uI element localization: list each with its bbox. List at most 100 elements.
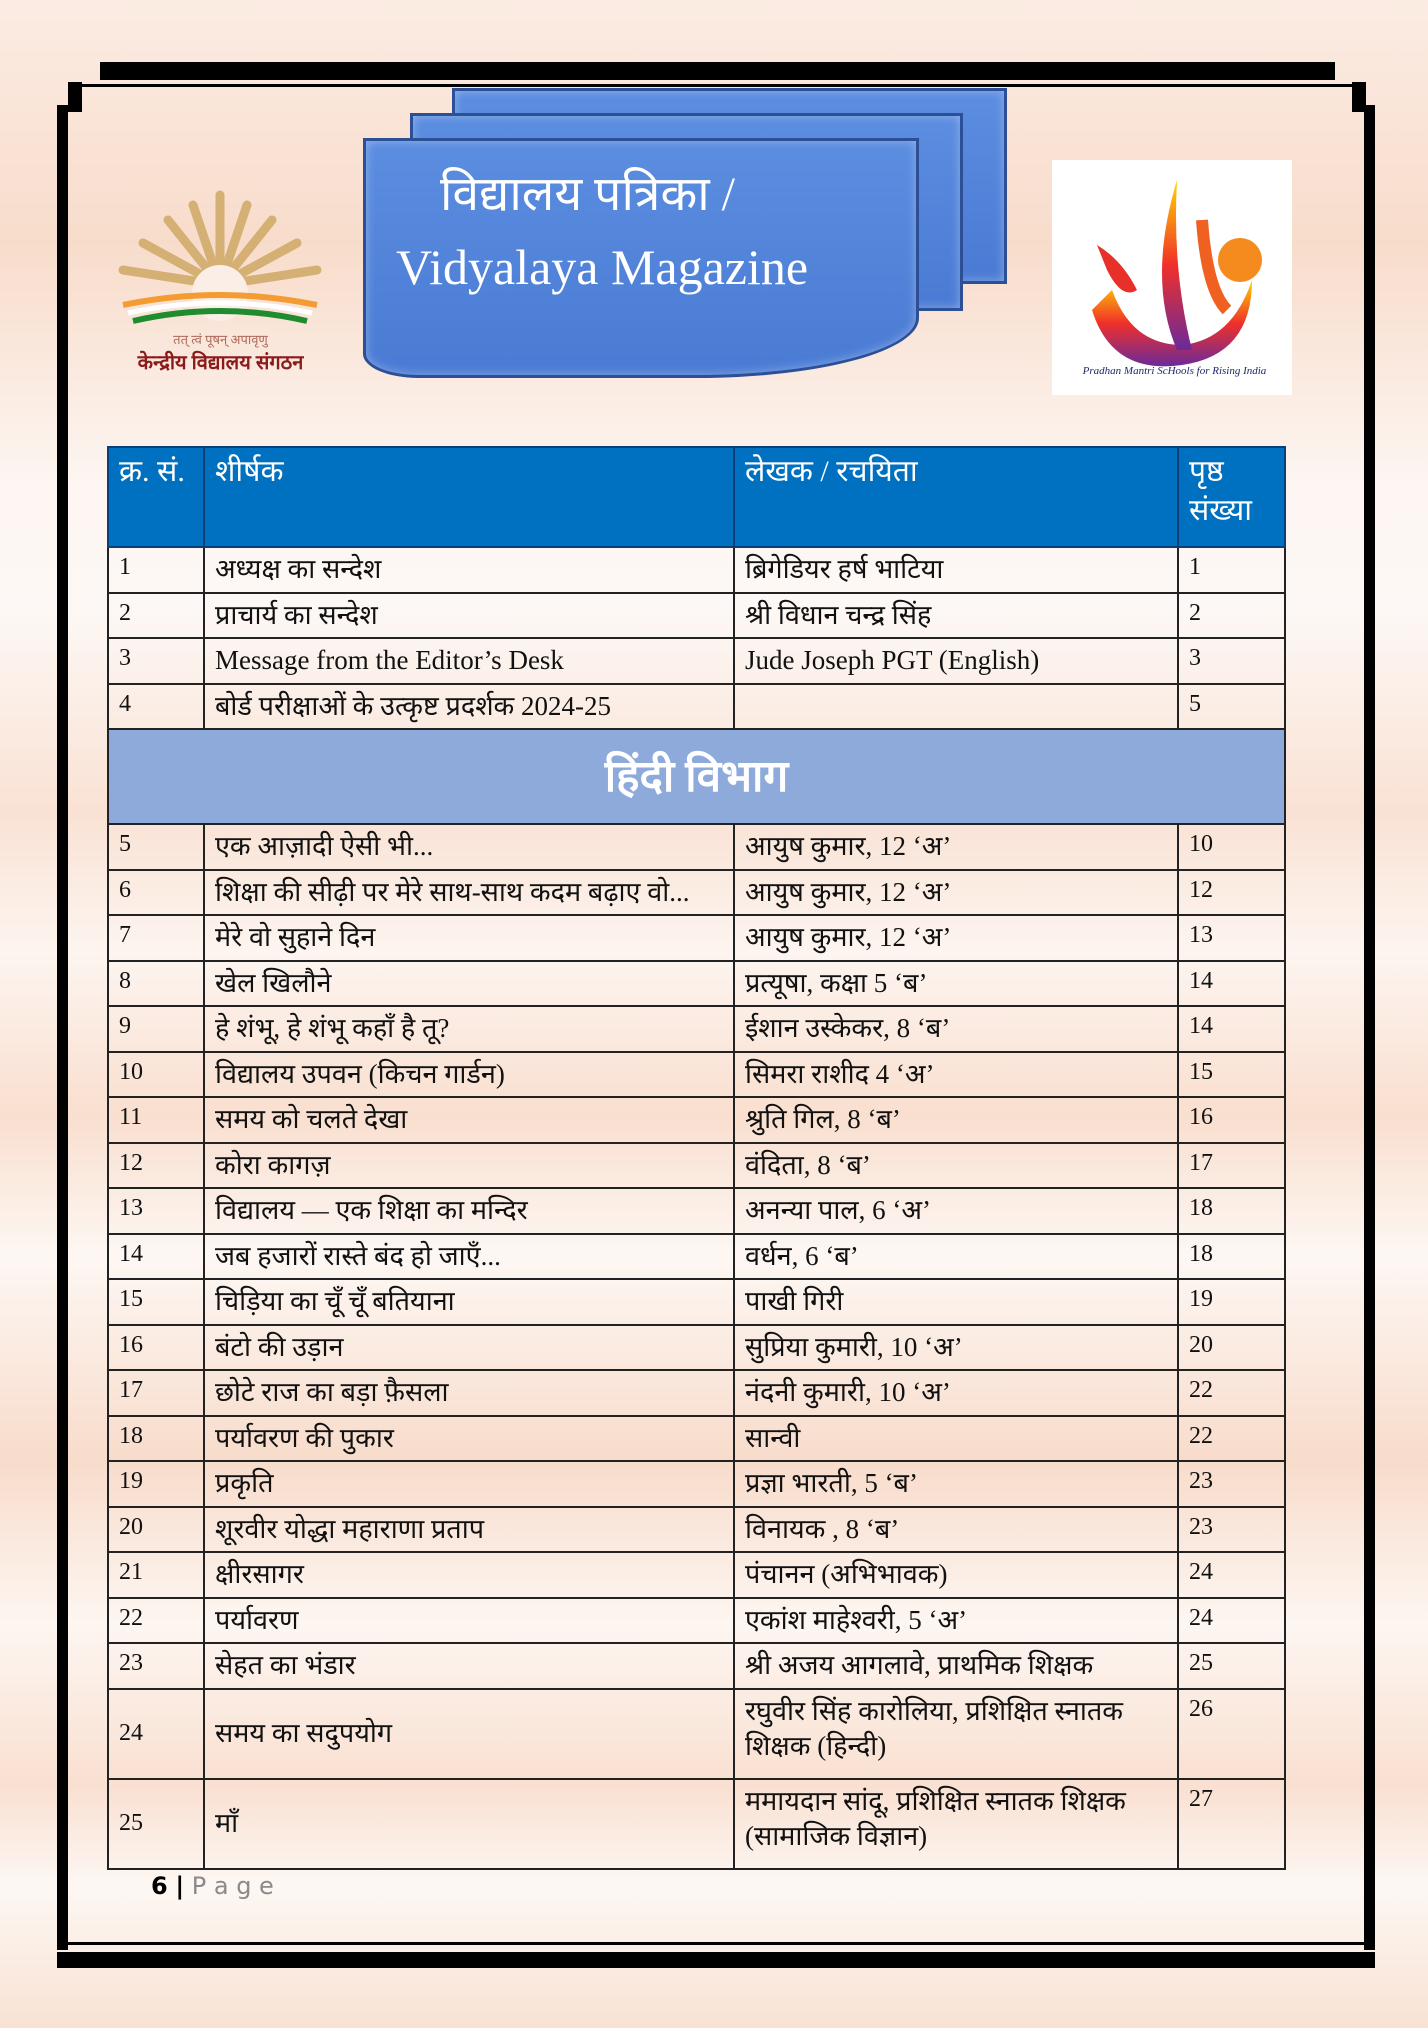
table-row: 1 अध्यक्ष का सन्देश ब्रिगेडियर हर्ष भाटिया… [107, 546, 1286, 594]
row-title: प्रकृति [203, 1460, 735, 1508]
frame-top-thin [68, 84, 1365, 87]
kvs-logo: तत् त्वं पूषन् अपावृणु केन्द्रीय विद्याल… [98, 175, 343, 375]
row-page: 18 [1177, 1232, 1286, 1280]
row-title: शिक्षा की सीढ़ी पर मेरे साथ-साथ कदम बढ़ा… [203, 868, 735, 916]
magazine-title-english: Vidyalaya Magazine [396, 239, 809, 295]
row-serial: 10 [107, 1050, 205, 1098]
frame-top [100, 62, 1335, 80]
row-serial: 22 [107, 1596, 205, 1644]
row-serial: 13 [107, 1187, 205, 1235]
row-page: 16 [1177, 1096, 1286, 1144]
page-label: P a g e [191, 1872, 274, 1900]
row-title: अध्यक्ष का सन्देश [203, 546, 735, 594]
row-author: प्रज्ञा भारती, 5 ‘ब’ [733, 1460, 1179, 1508]
row-author: ममायदान सांदू, प्रशिक्षित स्नातक शिक्षक … [733, 1777, 1179, 1870]
row-serial: 3 [107, 637, 205, 685]
row-page: 19 [1177, 1278, 1286, 1326]
row-title: शूरवीर योद्धा महाराणा प्रताप [203, 1505, 735, 1553]
row-title: सेहत का भंडार [203, 1642, 735, 1690]
row-serial: 7 [107, 914, 205, 962]
row-author [733, 682, 1179, 730]
row-title: क्षीरसागर [203, 1551, 735, 1599]
frame-right-outer [1352, 82, 1366, 112]
frame-left [57, 105, 68, 1950]
row-title: पर्यावरण [203, 1596, 735, 1644]
row-serial: 17 [107, 1369, 205, 1417]
row-page: 14 [1177, 1005, 1286, 1053]
row-page: 18 [1177, 1187, 1286, 1235]
row-author: नंदनी कुमारी, 10 ‘अ’ [733, 1369, 1179, 1417]
table-row: 8 खेल खिलौने प्रत्यूषा, कक्षा 5 ‘ब’ 14 [107, 959, 1286, 1007]
table-row: 3 Message from the Editor’s Desk Jude Jose… [107, 637, 1286, 685]
pm-shri-logo: Pradhan Mantri ScHools for Rising India [1052, 160, 1292, 395]
pm-shri-text: Pradhan Mantri ScHools for Rising India [1082, 365, 1267, 377]
row-title: Message from the Editor’s Desk [203, 637, 735, 685]
table-row: 22 पर्यावरण एकांश माहेश्वरी, 5 ‘अ’ 24 [107, 1596, 1286, 1644]
row-page: 26 [1177, 1687, 1286, 1780]
row-serial: 4 [107, 682, 205, 730]
row-author: आयुष कुमार, 12 ‘अ’ [733, 914, 1179, 962]
row-serial: 16 [107, 1323, 205, 1371]
table-row: 9 हे शंभू, हे शंभू कहाँ है तू? ईशान उस्केक… [107, 1005, 1286, 1053]
row-title: माँ [203, 1777, 735, 1870]
table-row: 16 बंटो की उड़ान सुप्रिया कुमारी, 10 ‘अ’ 20 [107, 1323, 1286, 1371]
row-author: सान्वी [733, 1414, 1179, 1462]
kvs-name: केन्द्रीय विद्यालय संगठन [137, 352, 304, 374]
table-row: 21 क्षीरसागर पंचानन (अभिभावक) 24 [107, 1551, 1286, 1599]
table-row: 2 प्राचार्य का सन्देश श्री विधान चन्द्र सि… [107, 591, 1286, 639]
row-title: विद्यालय उपवन (किचन गार्डन) [203, 1050, 735, 1098]
row-serial: 11 [107, 1096, 205, 1144]
table-row: 17 छोटे राज का बड़ा फ़ैसला नंदनी कुमारी, 1… [107, 1369, 1286, 1417]
row-title: मेरे वो सुहाने दिन [203, 914, 735, 962]
row-author: ईशान उस्केकर, 8 ‘ब’ [733, 1005, 1179, 1053]
row-title: जब हजारों रास्ते बंद हो जाएँ... [203, 1232, 735, 1280]
row-page: 13 [1177, 914, 1286, 962]
banner-front [363, 138, 919, 378]
table-row: 19 प्रकृति प्रज्ञा भारती, 5 ‘ब’ 23 [107, 1460, 1286, 1508]
row-title: विद्यालय — एक शिक्षा का मन्दिर [203, 1187, 735, 1235]
row-serial: 18 [107, 1414, 205, 1462]
row-page: 14 [1177, 959, 1286, 1007]
row-serial: 12 [107, 1141, 205, 1189]
row-serial: 1 [107, 546, 205, 594]
row-page: 5 [1177, 682, 1286, 730]
row-author: आयुष कुमार, 12 ‘अ’ [733, 823, 1179, 871]
magazine-title-hindi: विद्यालय पत्रिका / [440, 168, 736, 221]
row-author: अनन्या पाल, 6 ‘अ’ [733, 1187, 1179, 1235]
row-serial: 14 [107, 1232, 205, 1280]
row-page: 20 [1177, 1323, 1286, 1371]
row-title: चिड़िया का चूँ चूँ बतियाना [203, 1278, 735, 1326]
row-author: प्रत्यूषा, कक्षा 5 ‘ब’ [733, 959, 1179, 1007]
row-author: वंदिता, 8 ‘ब’ [733, 1141, 1179, 1189]
row-author: ब्रिगेडियर हर्ष भाटिया [733, 546, 1179, 594]
row-title: बोर्ड परीक्षाओं के उत्कृष्ट प्रदर्शक 202… [203, 682, 735, 730]
row-author: पंचानन (अभिभावक) [733, 1551, 1179, 1599]
row-title: पर्यावरण की पुकार [203, 1414, 735, 1462]
row-serial: 5 [107, 823, 205, 871]
frame-bottom-thin [57, 1942, 1375, 1945]
table-row: 10 विद्यालय उपवन (किचन गार्डन) सिमरा राशीद… [107, 1050, 1286, 1098]
frame-bottom [57, 1952, 1375, 1968]
frame-right [1364, 105, 1375, 1950]
row-author: आयुष कुमार, 12 ‘अ’ [733, 868, 1179, 916]
rising-sun-icon [118, 190, 322, 324]
table-row: 18 पर्यावरण की पुकार सान्वी 22 [107, 1414, 1286, 1462]
row-serial: 24 [107, 1687, 205, 1780]
row-page: 23 [1177, 1460, 1286, 1508]
table-header-row: क्र. सं. शीर्षक लेखक / रचयिता पृष्ठ संख्… [107, 446, 1286, 548]
row-author: रघुवीर सिंह कारोलिया, प्रशिक्षित स्नातक … [733, 1687, 1179, 1780]
row-page: 27 [1177, 1777, 1286, 1870]
row-serial: 9 [107, 1005, 205, 1053]
row-serial: 21 [107, 1551, 205, 1599]
contents-table: क्र. सं. शीर्षक लेखक / रचयिता पृष्ठ संख्… [107, 446, 1286, 1870]
table-row: 14 जब हजारों रास्ते बंद हो जाएँ... वर्धन, … [107, 1232, 1286, 1280]
row-serial: 25 [107, 1777, 205, 1870]
header-title: शीर्षक [203, 446, 735, 548]
table-row: 15 चिड़िया का चूँ चूँ बतियाना पाखी गिरी 19 [107, 1278, 1286, 1326]
row-author: Jude Joseph PGT (English) [733, 637, 1179, 685]
page-footer: 6 | P a g e [151, 1872, 274, 1900]
flame-logo-icon [1092, 180, 1262, 367]
table-row: 11 समय को चलते देखा श्रुति गिल, 8 ‘ब’ 16 [107, 1096, 1286, 1144]
row-title: खेल खिलौने [203, 959, 735, 1007]
row-title: बंटो की उड़ान [203, 1323, 735, 1371]
